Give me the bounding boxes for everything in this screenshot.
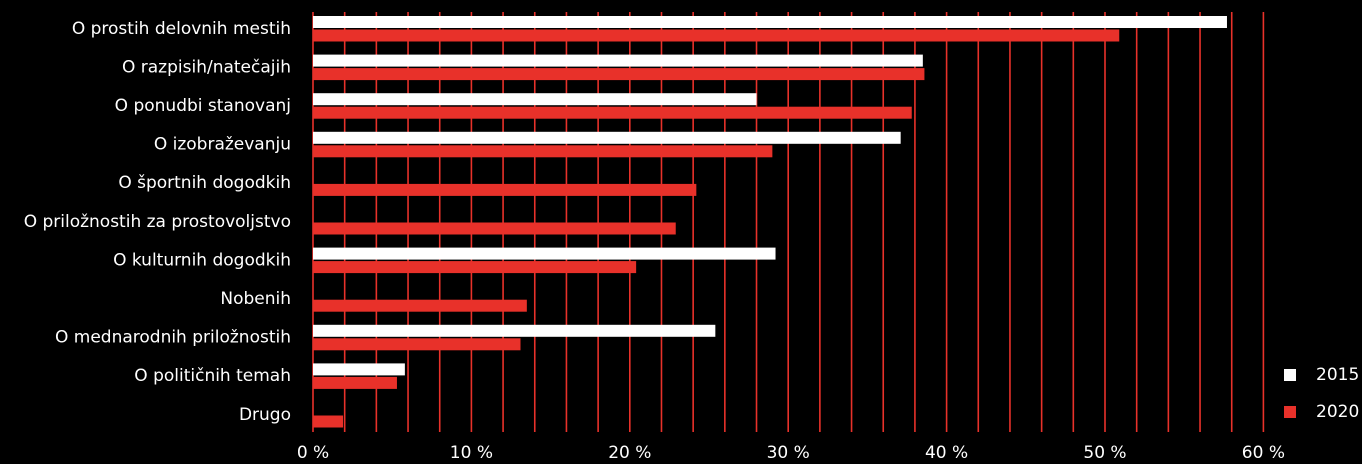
bar-2015 [313,54,923,67]
category-label: O razpisih/natečajih [122,57,291,77]
legend-swatch-2020 [1284,406,1296,418]
category-label: Nobenih [220,289,291,309]
bar-2020 [313,183,697,196]
x-tick-label: 0 % [297,443,329,463]
x-axis-ticks: 0 % 10 % 20 % 30 % 40 % 50 % 60 % [297,443,1285,463]
legend-label-2015: 2015 [1316,365,1359,385]
legend-label-2020: 2020 [1316,402,1359,422]
bar-2015 [313,93,757,106]
bar-2020 [313,338,521,351]
category-label: O ponudbi stanovanj [115,96,291,116]
grid-lines [312,12,1265,432]
category-label: O mednarodnih priložnostih [55,328,291,348]
bar-2020 [313,106,912,119]
bar-2015 [313,363,405,376]
category-label: Drugo [239,405,291,425]
category-label: O športnih dogodkih [118,173,291,193]
category-label: O izobraževanju [154,135,291,155]
legend: 2015 2020 [1284,365,1359,422]
bar-2020 [313,222,676,235]
bars [313,16,1227,428]
bar-2020 [313,68,925,81]
bar-2020 [313,299,527,312]
category-label: O prostih delovnih mestih [72,19,291,39]
bar-2020 [313,261,637,274]
bar-2020 [313,145,773,158]
bar-2020 [313,415,344,428]
category-label: O kulturnih dogodkih [113,250,291,270]
bar-2015 [313,131,901,144]
bar-2020 [313,376,397,389]
bar-2015 [313,324,716,337]
x-tick-label: 60 % [1242,443,1285,463]
bar-2015 [313,16,1227,28]
category-label: O priložnostih za prostovoljstvo [24,212,291,232]
category-label: O političnih temah [134,366,291,386]
legend-swatch-2015 [1284,369,1296,381]
x-tick-label: 20 % [608,443,651,463]
x-tick-label: 40 % [925,443,968,463]
bar-2015 [313,247,776,260]
x-tick-label: 30 % [767,443,810,463]
x-tick-label: 10 % [450,443,493,463]
bar-2020 [313,29,1120,42]
x-tick-label: 50 % [1083,443,1126,463]
category-labels: O prostih delovnih mestih O razpisih/nate… [24,19,291,425]
